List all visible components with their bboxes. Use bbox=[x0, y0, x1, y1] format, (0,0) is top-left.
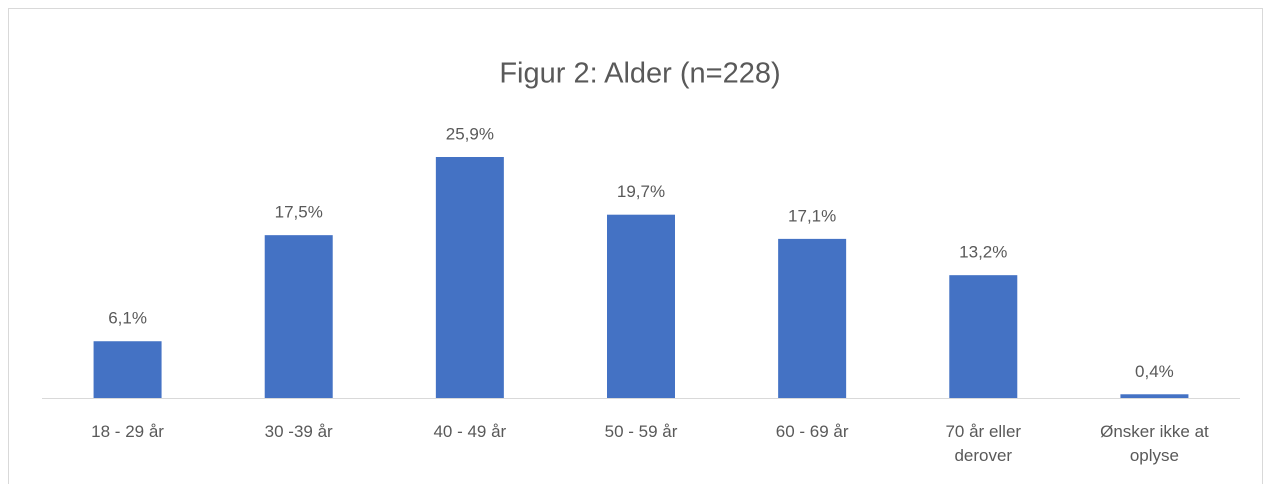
value-label: 17,5% bbox=[275, 203, 323, 222]
bar bbox=[435, 157, 504, 398]
bar bbox=[264, 235, 333, 398]
x-tick-label: 60 - 69 år bbox=[775, 422, 849, 441]
value-label: 19,7% bbox=[617, 182, 665, 201]
bar bbox=[778, 238, 847, 398]
x-tick-label: 18 - 29 år bbox=[91, 422, 164, 441]
bar bbox=[607, 214, 675, 398]
bar bbox=[949, 275, 1018, 398]
value-label: 6,1% bbox=[108, 309, 147, 328]
x-tick-label: 30 -39 år bbox=[264, 422, 333, 441]
bar bbox=[93, 341, 162, 398]
value-label: 25,9% bbox=[446, 124, 494, 143]
value-label: 13,2% bbox=[959, 243, 1007, 262]
x-tick-label: 50 - 59 år bbox=[604, 422, 678, 441]
chart-frame bbox=[8, 8, 1263, 484]
chart-title: Figur 2: Alder (n=228) bbox=[499, 58, 780, 90]
x-tick-label: 40 - 49 år bbox=[433, 422, 507, 441]
x-tick-label: 70 år eller derover bbox=[945, 422, 1022, 465]
value-label: 17,1% bbox=[788, 206, 836, 225]
bar bbox=[1120, 394, 1189, 398]
x-tick-label: Ønsker ikke at oplyse bbox=[1100, 422, 1209, 465]
value-label: 0,4% bbox=[1135, 362, 1174, 381]
